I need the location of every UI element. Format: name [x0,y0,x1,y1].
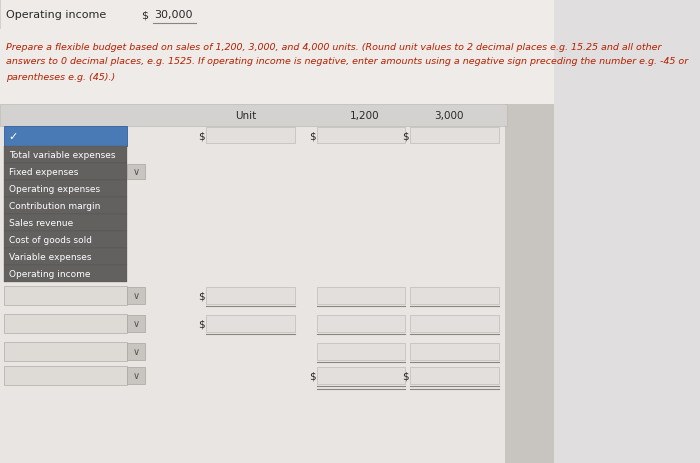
FancyBboxPatch shape [127,165,145,180]
FancyBboxPatch shape [0,105,507,127]
Text: Sales revenue: Sales revenue [8,219,73,227]
FancyBboxPatch shape [505,105,554,463]
Text: ∨: ∨ [132,291,140,301]
Text: ∨: ∨ [132,167,140,177]
Text: Total variable expenses: Total variable expenses [8,150,116,160]
FancyBboxPatch shape [4,314,127,333]
FancyBboxPatch shape [316,367,405,384]
Text: Operating expenses: Operating expenses [8,185,100,194]
Text: parentheses e.g. (45).): parentheses e.g. (45).) [6,72,116,81]
FancyBboxPatch shape [410,315,499,332]
FancyBboxPatch shape [316,343,405,360]
FancyBboxPatch shape [4,249,127,265]
FancyBboxPatch shape [0,0,554,30]
Text: $: $ [309,131,316,142]
Text: answers to 0 decimal places, e.g. 1525. If operating income is negative, enter a: answers to 0 decimal places, e.g. 1525. … [6,57,689,66]
Text: $: $ [198,319,204,329]
FancyBboxPatch shape [0,105,554,463]
Text: ∨: ∨ [132,371,140,381]
Text: ∨: ∨ [132,347,140,357]
Text: 3,000: 3,000 [434,111,463,121]
Text: Fixed expenses: Fixed expenses [8,168,78,176]
FancyBboxPatch shape [4,181,127,198]
FancyBboxPatch shape [4,147,127,163]
Text: Variable expenses: Variable expenses [8,252,91,262]
FancyBboxPatch shape [127,315,145,332]
Text: ∨: ∨ [132,319,140,329]
Text: $: $ [402,131,409,142]
FancyBboxPatch shape [410,128,499,144]
Text: $: $ [198,291,204,301]
FancyBboxPatch shape [4,366,127,385]
FancyBboxPatch shape [127,367,145,384]
Text: Operating income: Operating income [8,269,90,278]
FancyBboxPatch shape [4,265,127,282]
FancyBboxPatch shape [316,288,405,304]
Text: ✓: ✓ [8,131,18,142]
FancyBboxPatch shape [206,128,295,144]
FancyBboxPatch shape [4,214,127,232]
FancyBboxPatch shape [410,367,499,384]
FancyBboxPatch shape [4,127,127,147]
FancyBboxPatch shape [206,315,295,332]
Text: $: $ [141,10,148,20]
Text: $: $ [309,371,316,381]
Text: $: $ [402,371,409,381]
FancyBboxPatch shape [206,288,295,304]
Text: Prepare a flexible budget based on sales of 1,200, 3,000, and 4,000 units. (Roun: Prepare a flexible budget based on sales… [6,43,661,51]
FancyBboxPatch shape [127,288,145,304]
FancyBboxPatch shape [410,343,499,360]
FancyBboxPatch shape [0,30,554,105]
FancyBboxPatch shape [4,287,127,305]
FancyBboxPatch shape [316,315,405,332]
Text: Contribution margin: Contribution margin [8,201,100,211]
Text: 30,000: 30,000 [155,10,193,20]
Text: 1,200: 1,200 [349,111,379,121]
FancyBboxPatch shape [316,128,405,144]
Text: Cost of goods sold: Cost of goods sold [8,236,92,244]
Text: Unit: Unit [234,111,256,121]
FancyBboxPatch shape [410,288,499,304]
FancyBboxPatch shape [127,343,145,360]
Text: $: $ [198,131,204,142]
FancyBboxPatch shape [4,232,127,249]
FancyBboxPatch shape [4,198,127,214]
FancyBboxPatch shape [4,342,127,361]
Text: Operating income: Operating income [6,10,106,20]
FancyBboxPatch shape [4,163,127,181]
